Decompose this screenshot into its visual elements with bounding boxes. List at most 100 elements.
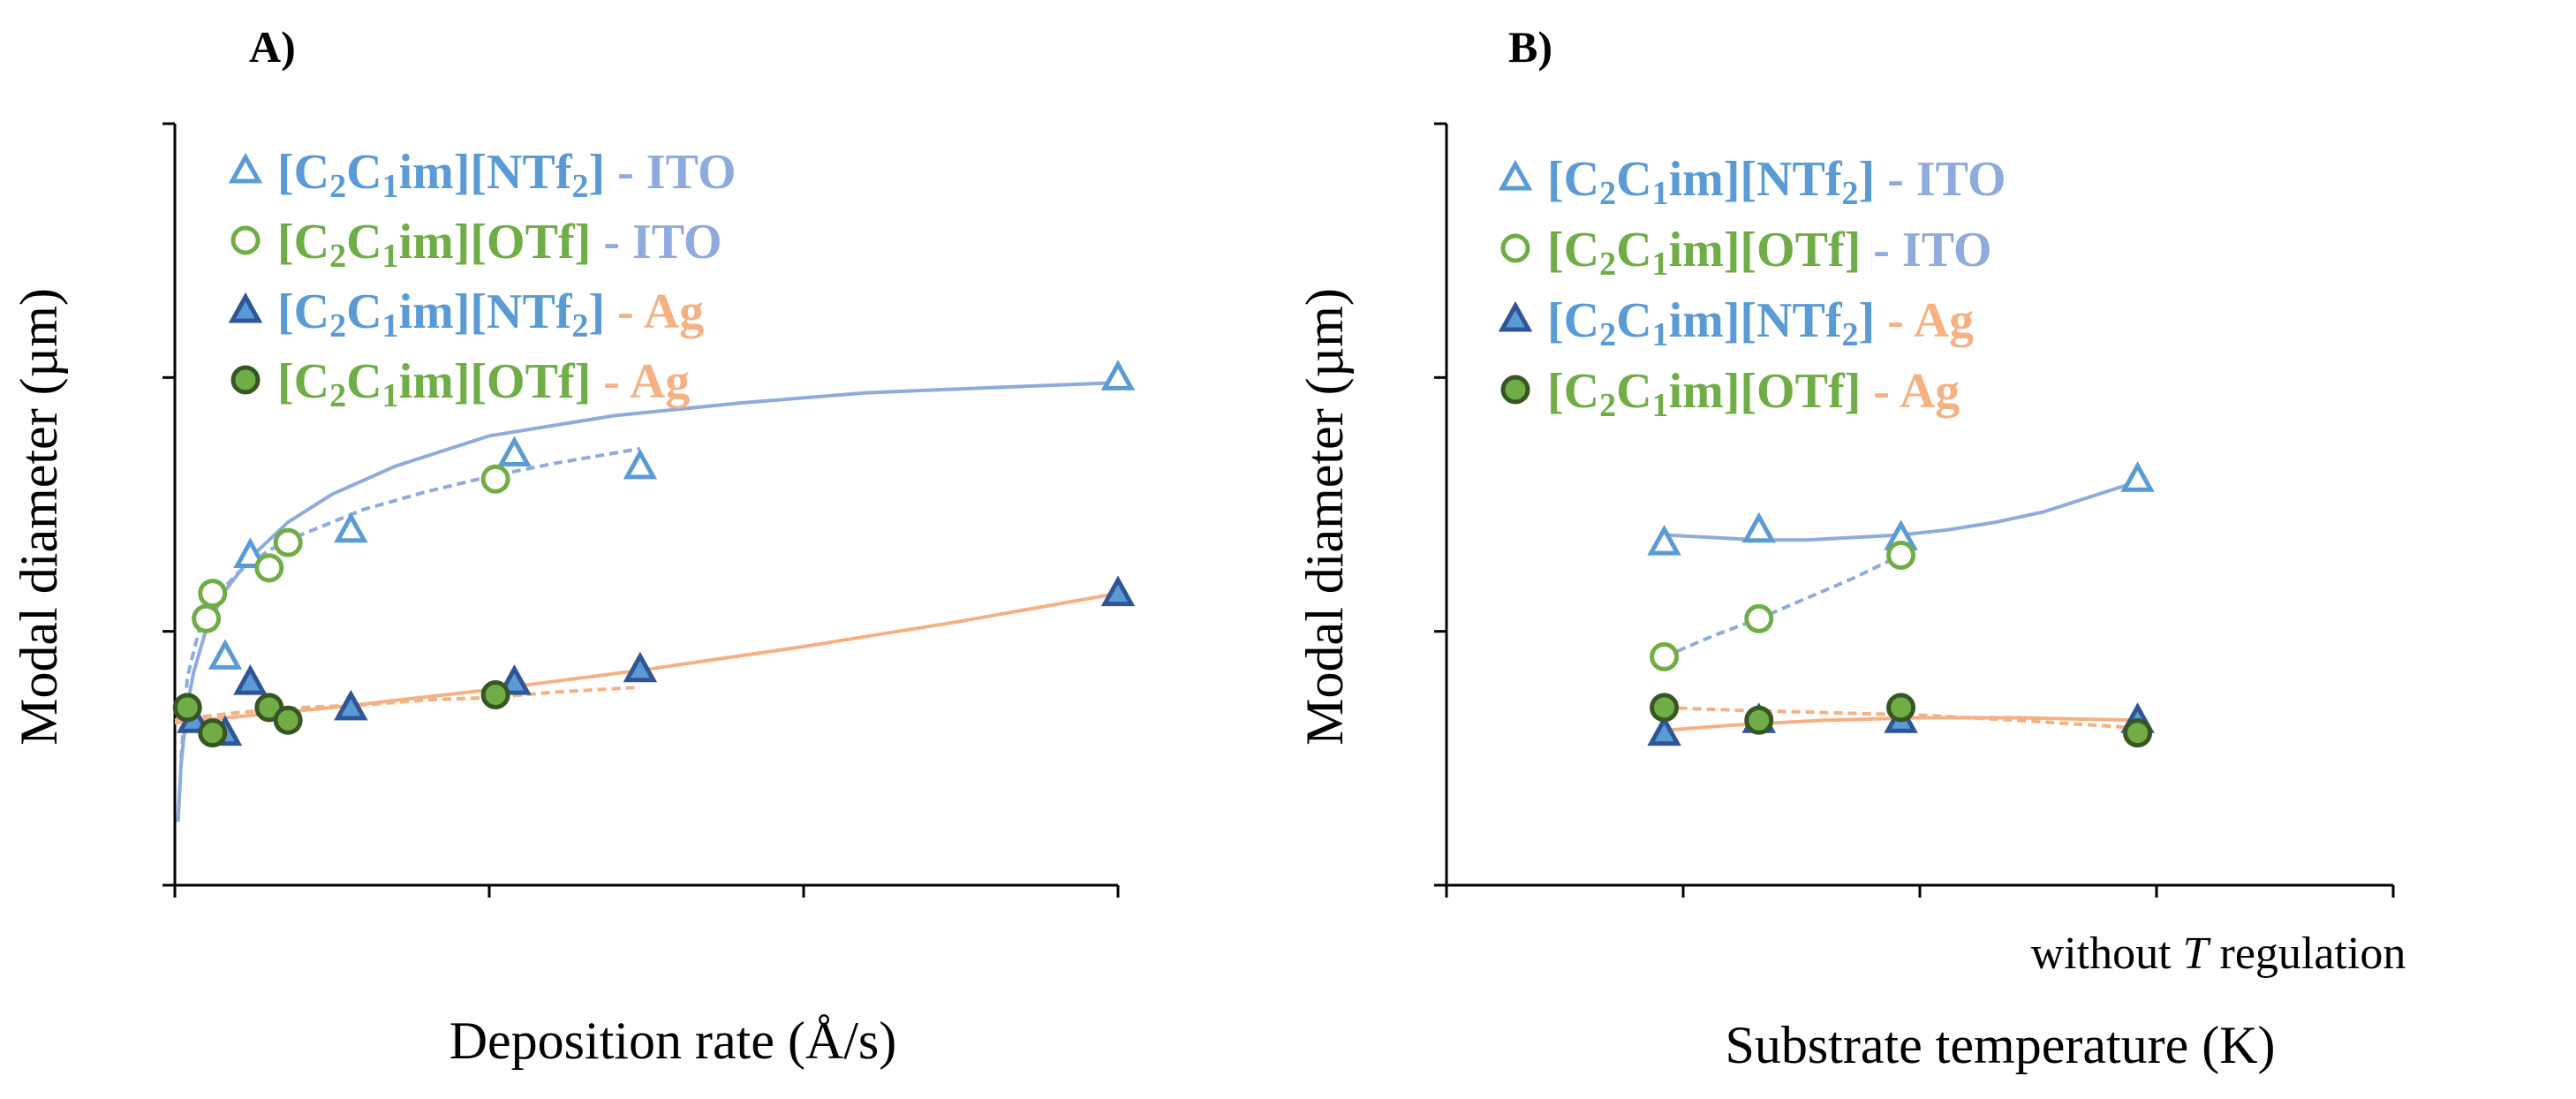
data-point	[276, 530, 300, 555]
data-point	[257, 556, 282, 580]
legend-text-part: 1	[1652, 387, 1669, 424]
legend-text-part: ]	[1859, 152, 1876, 207]
legend-text-part: im][OTf]	[1669, 364, 1862, 419]
data-point	[200, 581, 225, 606]
legend-text-part: - ITO	[1875, 152, 2006, 207]
legend-text-part: 2	[1599, 246, 1616, 283]
legend-text-part: 2	[329, 168, 346, 205]
legend-entry: [C2C1im][OTf] - Ag	[277, 354, 690, 414]
legend-text-part: C	[346, 145, 381, 200]
legend-text-part: 2	[1599, 316, 1616, 353]
legend-marker	[232, 157, 259, 181]
fit-line	[178, 383, 1118, 822]
legend-text-part: C	[1616, 293, 1651, 348]
legend-text-part: ]	[1859, 293, 1876, 348]
legend-entry: [C2C1im][NTf2] - ITO	[277, 145, 737, 205]
data-point	[1652, 644, 1677, 669]
legend-text-part: [C	[1547, 364, 1599, 419]
legend-text-part: ]	[589, 284, 606, 339]
legend-entry: [C2C1im][OTf] - ITO	[1547, 223, 1992, 283]
data-point	[501, 441, 527, 465]
legend-text-part: C	[1616, 364, 1651, 419]
legend-text-part: 1	[1652, 246, 1669, 283]
legend-text-part: 2	[329, 307, 346, 345]
legend-text-part: [C	[1547, 223, 1599, 277]
legend-text-part: - Ag	[1861, 364, 1960, 419]
legend-entry: [C2C1im][NTf2] - Ag	[1547, 293, 1974, 353]
panel-b-ylabel: Modal diameter (µm)	[1296, 288, 1354, 746]
legend-text-part: C	[346, 354, 381, 409]
legend-text-part: 1	[1652, 316, 1669, 353]
legend-text-part: [C	[1547, 152, 1599, 207]
legend-entry: [C2C1im][NTf2] - ITO	[1547, 152, 2006, 212]
legend-text-part: C	[346, 215, 381, 269]
legend-text-part: im][NTf	[399, 145, 573, 200]
legend-text-part: im][OTf]	[399, 215, 592, 269]
tick-prefix: without	[2031, 928, 2183, 979]
panel-a-ylabel: Modal diameter (µm)	[10, 288, 68, 746]
data-point	[212, 643, 238, 667]
data-point	[1105, 580, 1131, 604]
data-point	[1105, 364, 1131, 388]
legend-text-part: 2	[572, 168, 589, 205]
fit-line	[1665, 556, 1901, 657]
legend-text-part: im][OTf]	[1669, 223, 1862, 277]
legend-text-part: 2	[1599, 175, 1616, 212]
legend-text-part: - ITO	[591, 215, 721, 269]
data-point	[483, 466, 508, 491]
tick-italic: T	[2183, 928, 2211, 979]
panel-a-label: A)	[249, 22, 296, 72]
legend-text-part: C	[1616, 152, 1651, 207]
legend-text-part: 2	[1842, 316, 1859, 353]
fit-line	[175, 594, 1118, 724]
panel-b-xlabel: Substrate temperature (K)	[1725, 1016, 2275, 1074]
panel-a-plot: [C2C1im][NTf2] - ITO[C2C1im][OTf] - ITO[…	[162, 124, 1131, 898]
figure: A) [C2C1im][NTf2] - ITO[C2C1im][OTf] - I…	[0, 0, 2576, 1099]
panel-a: A) [C2C1im][NTf2] - ITO[C2C1im][OTf] - I…	[10, 22, 1131, 1070]
legend-marker	[1502, 164, 1529, 188]
legend-text-part: 2	[329, 238, 346, 275]
legend-text-part: 1	[382, 168, 399, 205]
legend-text-part: - ITO	[605, 145, 736, 200]
legend-text-part: 2	[572, 307, 589, 345]
legend-text-part: im][NTf	[399, 284, 573, 339]
data-point	[175, 695, 200, 720]
legend-text-part: 1	[382, 238, 399, 275]
data-point	[1651, 720, 1678, 744]
legend-marker	[1503, 236, 1528, 261]
data-point	[627, 453, 653, 477]
legend-text-part: [C	[277, 284, 329, 339]
legend-marker	[1503, 377, 1528, 402]
panel-b-label: B)	[1508, 22, 1552, 72]
data-point	[1652, 695, 1677, 720]
legend-text-part: 2	[329, 377, 346, 414]
legend-text-part: ]	[589, 145, 606, 200]
legend-text-part: im][OTf]	[399, 354, 592, 409]
legend-entry: [C2C1im][NTf2] - Ag	[277, 284, 704, 345]
legend-text-part: im][NTf	[1669, 152, 1843, 207]
legend-text-part: [C	[277, 354, 329, 409]
x-tick-label-without-t: without T regulation	[2031, 928, 2406, 979]
legend-text-part: [C	[277, 145, 329, 200]
data-point	[483, 683, 508, 708]
data-point	[1889, 542, 1914, 567]
data-point	[2125, 466, 2151, 489]
data-point	[194, 606, 219, 631]
data-point	[200, 721, 225, 746]
data-point	[1746, 517, 1772, 541]
legend-entry: [C2C1im][OTf] - ITO	[277, 215, 722, 275]
legend-text-part: [C	[277, 215, 329, 269]
panel-b: B) without T regulation[C2C1im][NTf2] - …	[1296, 22, 2406, 1074]
panel-b-plot: without T regulation[C2C1im][NTf2] - ITO…	[1434, 124, 2406, 979]
legend-text-part: - ITO	[1861, 223, 1991, 277]
data-point	[2126, 721, 2150, 746]
legend-marker	[1502, 306, 1529, 330]
legend-entry: [C2C1im][OTf] - Ag	[1547, 364, 1960, 424]
data-point	[276, 708, 300, 732]
legend-text-part: - Ag	[591, 354, 690, 409]
panel-a-xlabel: Deposition rate (Å/s)	[449, 1012, 897, 1070]
legend-text-part: 1	[1652, 175, 1669, 212]
legend-text-part: 1	[382, 307, 399, 345]
legend-text-part: 2	[1842, 175, 1859, 212]
tick-suffix: regulation	[2209, 928, 2406, 979]
